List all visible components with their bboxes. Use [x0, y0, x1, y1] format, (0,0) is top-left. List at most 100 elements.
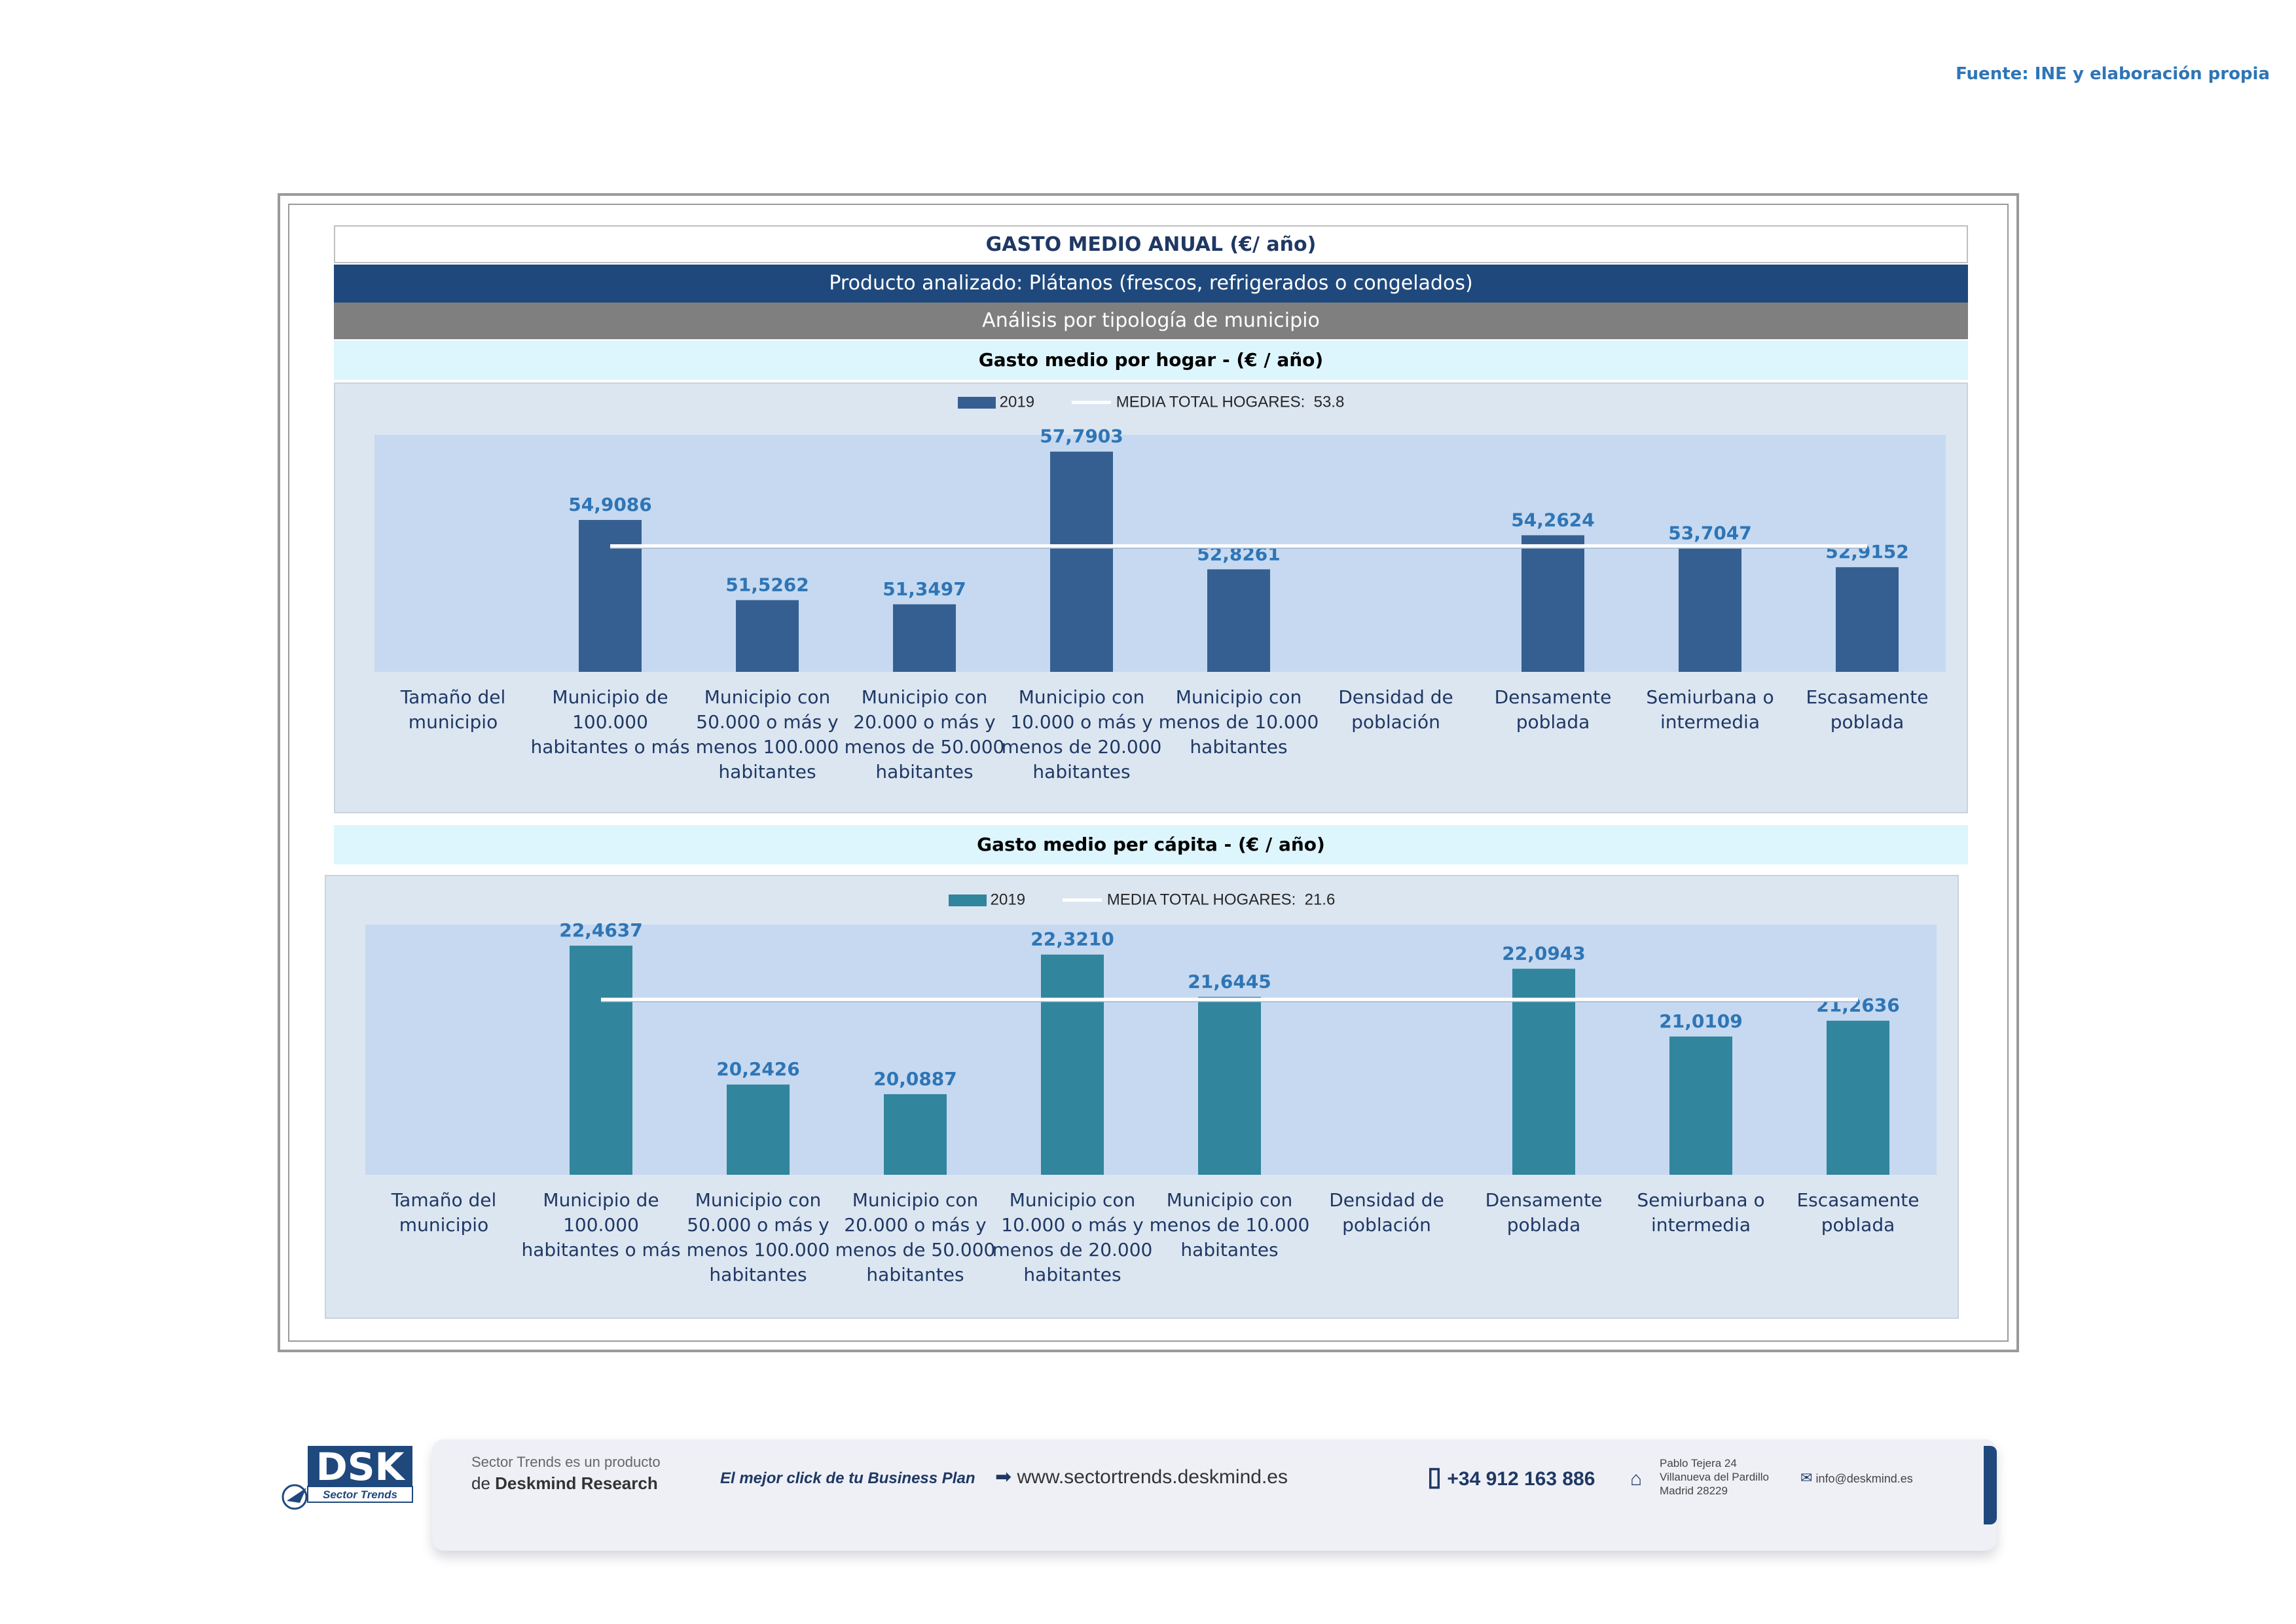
category-label-capita: Semiurbana o — [1637, 1189, 1764, 1211]
bar-hogar — [1836, 567, 1899, 672]
data-label-capita: 21,6445 — [1188, 970, 1271, 992]
bar-capita — [1198, 997, 1261, 1175]
category-label-capita: poblada — [1821, 1214, 1895, 1236]
category-label-hogar: 20.000 o más y — [853, 711, 995, 733]
bar-hogar — [1207, 569, 1270, 672]
chart-panel-capita: 2019 MEDIA TOTAL HOGARES: 21.6 Tamaño de… — [325, 875, 1959, 1319]
category-label-capita: Escasamente — [1796, 1189, 1919, 1211]
legend-series-capita: 2019 — [990, 891, 1026, 909]
bar-hogar — [736, 600, 799, 672]
category-label-hogar: 100.000 — [572, 711, 648, 733]
footer-line1: Sector Trends es un producto — [471, 1454, 661, 1470]
chart-title-capita: Gasto medio per cápita - (€ / año) — [334, 825, 1968, 864]
category-label-capita: habitantes — [1023, 1264, 1121, 1285]
category-label-hogar: menos de 10.000 — [1159, 711, 1319, 733]
footer-accent — [1984, 1446, 1997, 1524]
arrow-right-icon: ➡ — [995, 1466, 1012, 1488]
data-label-capita: 22,4637 — [559, 919, 643, 941]
bar-capita — [570, 946, 632, 1175]
report-frame — [278, 193, 2019, 1352]
category-label-capita: Municipio de — [543, 1189, 659, 1211]
bar-hogar — [579, 520, 642, 672]
bar-capita — [1669, 1036, 1732, 1175]
category-label-capita: intermedia — [1651, 1214, 1751, 1236]
category-label-hogar: Tamaño del — [400, 686, 506, 708]
bar-capita — [1041, 954, 1104, 1175]
address-line1: Pablo Tejera 24 — [1660, 1457, 1737, 1469]
data-label-hogar: 51,3497 — [883, 578, 966, 600]
phone-number[interactable]: ▯ +34 912 163 886 — [1427, 1462, 1595, 1492]
category-label-capita: Densidad de — [1329, 1189, 1444, 1211]
footer-address: Pablo Tejera 24 Villanueva del Pardillo … — [1660, 1456, 1769, 1498]
legend-ref-name-hogar: MEDIA TOTAL HOGARES: — [1116, 393, 1305, 411]
category-label-capita: habitantes o más — [521, 1239, 680, 1261]
data-label-hogar: 51,5262 — [725, 574, 809, 595]
category-label-capita: Municipio con — [1167, 1189, 1292, 1211]
address-line3: Madrid 28229 — [1660, 1485, 1728, 1497]
legend-line-capita — [1062, 898, 1102, 902]
report-title: GASTO MEDIO ANUAL (€/ año) — [334, 225, 1968, 263]
legend-series-hogar: 2019 — [999, 393, 1035, 411]
category-label-hogar: municipio — [409, 711, 498, 733]
website-text: www.sectortrends.deskmind.es — [1017, 1466, 1288, 1488]
bar-chart-hogar: Tamaño del municipio 54,9086 Municipio de 10… — [374, 426, 1946, 783]
address-line2: Villanueva del Pardillo — [1660, 1471, 1769, 1483]
bar-hogar — [1050, 451, 1113, 672]
category-label-hogar: Escasamente — [1806, 686, 1928, 708]
email-link[interactable]: ✉ info@deskmind.es — [1800, 1469, 1913, 1486]
category-label-capita: menos de 20.000 — [993, 1239, 1153, 1261]
dsk-logo: DSK Sector Trends — [282, 1445, 413, 1510]
category-label-capita: 50.000 o más y — [687, 1214, 829, 1236]
category-label-hogar: menos de 20.000 — [1002, 736, 1162, 758]
data-label-hogar: 53,7047 — [1668, 523, 1752, 544]
legend-ref-value-capita: 21.6 — [1304, 891, 1336, 909]
website-link[interactable]: ➡ www.sectortrends.deskmind.es — [995, 1466, 1288, 1488]
category-label-capita: habitantes — [866, 1264, 964, 1285]
logo-text: DSK — [316, 1445, 406, 1489]
category-label-hogar: Municipio con — [1176, 686, 1302, 708]
category-label-hogar: 50.000 o más y — [696, 711, 838, 733]
phone-icon: ▯ — [1427, 1462, 1442, 1491]
analysis-banner: Análisis por tipología de municipio — [334, 303, 1968, 339]
category-label-capita: Tamaño del — [391, 1189, 497, 1211]
chart-title-hogar: Gasto medio por hogar - (€ / año) — [334, 341, 1968, 380]
category-label-hogar: Semiurbana o — [1646, 686, 1774, 708]
category-label-capita: 100.000 — [563, 1214, 639, 1236]
legend-ref-name-capita: MEDIA TOTAL HOGARES: — [1106, 891, 1296, 909]
category-label-hogar: 10.000 o más y — [1010, 711, 1152, 733]
bar-capita — [884, 1094, 947, 1175]
data-label-capita: 22,0943 — [1502, 942, 1586, 964]
phone-text: +34 912 163 886 — [1447, 1468, 1595, 1490]
category-label-hogar: habitantes — [875, 761, 973, 783]
category-label-capita: Municipio con — [1010, 1189, 1135, 1211]
bar-capita — [727, 1084, 790, 1175]
category-label-hogar: menos de 50.000 — [845, 736, 1005, 758]
category-label-capita: Municipio con — [852, 1189, 978, 1211]
bar-hogar — [1679, 548, 1741, 672]
chart-panel-hogar: 2019 MEDIA TOTAL HOGARES: 53.8 Tamaño de… — [334, 382, 1968, 813]
category-label-capita: Densamente — [1485, 1189, 1603, 1211]
category-label-hogar: Municipio con — [862, 686, 987, 708]
source-note: Fuente: INE y elaboración propia — [1956, 64, 2270, 84]
category-label-hogar: poblada — [1831, 711, 1904, 733]
category-label-capita: menos de 10.000 — [1150, 1214, 1310, 1236]
data-label-hogar: 57,7903 — [1040, 426, 1123, 447]
legend-swatch-capita — [948, 894, 987, 906]
footer-line2: de Deskmind Research — [471, 1473, 658, 1494]
category-label-capita: habitantes — [1180, 1239, 1278, 1261]
category-label-capita: población — [1342, 1214, 1431, 1236]
data-label-hogar: 54,2624 — [1511, 509, 1595, 530]
category-label-hogar: intermedia — [1660, 711, 1760, 733]
category-label-hogar: Municipio de — [552, 686, 668, 708]
footer-banner: Sector Trends es un producto de Deskmind… — [432, 1439, 1997, 1551]
data-label-hogar: 52,9152 — [1825, 541, 1909, 563]
product-banner: Producto analizado: Plátanos (frescos, r… — [334, 265, 1968, 303]
legend-hogar: 2019 MEDIA TOTAL HOGARES: 53.8 — [335, 393, 1967, 412]
category-label-hogar: poblada — [1516, 711, 1590, 733]
category-label-hogar: Densamente — [1495, 686, 1612, 708]
legend-line-hogar — [1071, 401, 1111, 405]
legend-swatch-hogar — [957, 396, 996, 409]
data-label-capita: 20,0887 — [873, 1068, 957, 1090]
category-label-hogar: habitantes o más — [530, 736, 689, 758]
category-label-hogar: habitantes — [718, 761, 816, 783]
